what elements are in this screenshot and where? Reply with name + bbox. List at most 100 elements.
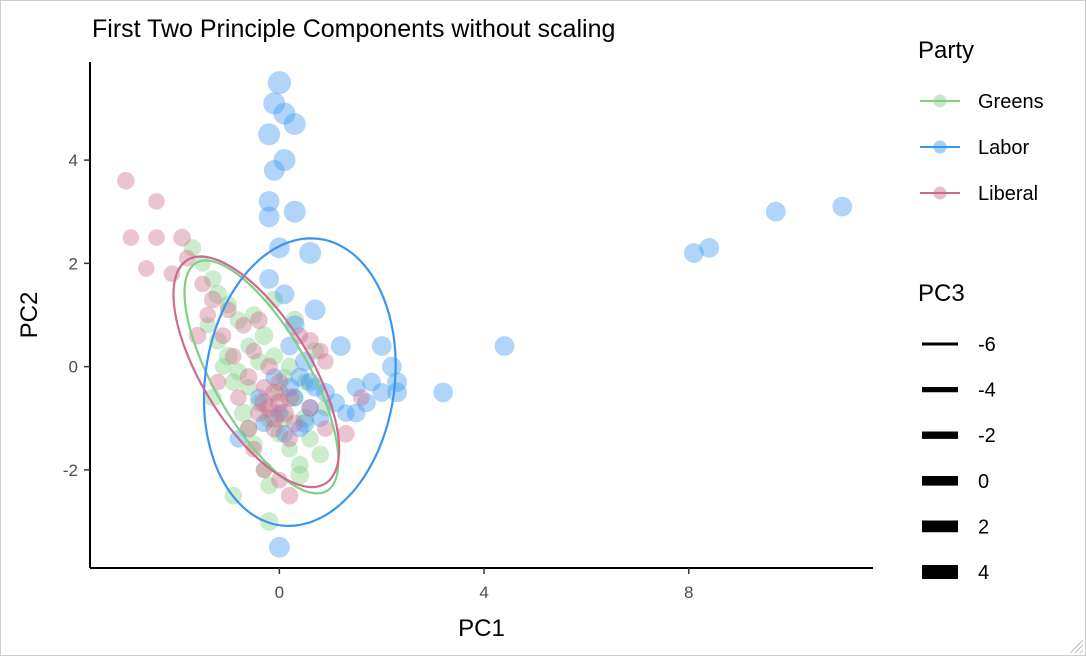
scatter-point-liberal [245, 342, 263, 360]
legend-item-label: Liberal [978, 183, 1038, 205]
scatter-point-liberal [235, 317, 252, 334]
scatter-point-greens [285, 388, 304, 407]
x-axis-ticks: 0 4 8 [275, 568, 693, 602]
legend-size-label: 0 [978, 471, 989, 493]
ellipse-greens [183, 259, 340, 495]
scatter-point-liberal [280, 486, 299, 505]
scatter-point-liberal [301, 399, 319, 417]
series-greens [183, 239, 334, 531]
scatter-point-labor [259, 269, 279, 289]
scatter-point-liberal [204, 290, 222, 309]
scatter-point-labor [372, 383, 392, 402]
scatter-point-greens [240, 379, 257, 396]
scatter-point-greens [290, 465, 310, 485]
scatter-point-greens [250, 352, 268, 371]
ellipse-layer [172, 237, 397, 528]
scatter-point-greens [276, 368, 293, 386]
scatter-point-labor [263, 160, 285, 181]
scatter-point-labor [263, 92, 286, 115]
legend-size-label: 4 [978, 562, 989, 584]
scatter-point-labor [291, 419, 309, 438]
ellipse-liberal [172, 255, 341, 489]
scatter-point-labor [275, 425, 294, 443]
scatter-point-labor [270, 404, 289, 422]
scatter-point-liberal [148, 193, 165, 210]
scatter-point-greens [204, 270, 222, 288]
scatter-point-liberal [239, 368, 258, 386]
scatter-point-greens [224, 373, 243, 391]
legend-item-greens: Greens [920, 91, 1044, 113]
scatter-point-greens [183, 239, 202, 257]
scatter-point-labor [285, 388, 304, 407]
scatter-point-liberal [148, 229, 165, 246]
legend-size-item: -6 [922, 334, 996, 356]
scatter-point-liberal [259, 398, 279, 418]
scatter-point-labor [305, 377, 325, 397]
scatter-point-greens [265, 290, 284, 309]
legend-size-item: -4 [922, 380, 996, 402]
scatter-point-greens [218, 346, 238, 366]
x-tick-label: 4 [479, 583, 488, 602]
scatter-point-labor [382, 356, 402, 377]
scatter-point-liberal [260, 357, 278, 376]
scatter-point-greens [270, 425, 289, 443]
series-liberal [117, 172, 370, 505]
scatter-point-greens [229, 311, 248, 330]
scatter-point-liberal [254, 393, 274, 413]
scatter-point-greens [260, 476, 278, 495]
scatter-point-liberal [265, 383, 284, 402]
legend-size-label: -2 [978, 425, 996, 447]
scatter-point-labor [258, 123, 281, 146]
scatter-point-labor [357, 393, 376, 413]
legend-pc3: PC3 -6 -4 -2 0 2 4 [918, 280, 996, 584]
scatter-point-labor [255, 414, 273, 433]
scatter-point-labor [346, 377, 366, 397]
scatter-point-liberal [270, 393, 289, 413]
scatter-point-labor [387, 372, 407, 392]
resize-grip-icon[interactable] [1066, 636, 1084, 654]
scatter-point-liberal [317, 353, 334, 370]
scatter-point-greens [280, 357, 299, 376]
scatter-point-liberal [301, 332, 319, 350]
scatter-point-labor [387, 382, 407, 403]
scatter-point-labor [299, 242, 322, 264]
scatter-point-liberal [264, 408, 284, 428]
scatter-point-greens [229, 363, 248, 381]
scatter-point-liberal [352, 389, 370, 406]
scatter-point-labor [494, 336, 515, 356]
scatter-point-greens [306, 342, 325, 360]
scatter-point-labor [258, 191, 280, 212]
scatter-point-liberal [214, 327, 232, 345]
x-tick-label: 0 [275, 583, 284, 602]
scatter-point-greens [239, 419, 258, 438]
scatter-point-labor [684, 243, 704, 263]
x-tick-label: 8 [684, 583, 693, 602]
scatter-point-liberal [280, 388, 299, 407]
scatter-point-labor [258, 206, 280, 228]
scatter-point-greens [254, 326, 274, 346]
scatter-point-greens [281, 440, 298, 458]
scatter-point-labor [433, 382, 453, 403]
scatter-point-liberal [250, 404, 268, 422]
scatter-point-labor [304, 299, 326, 321]
scatter-point-labor [283, 200, 306, 223]
legend-size-item: -2 [922, 425, 996, 447]
scatter-point-liberal [255, 379, 273, 396]
scatter-point-liberal [225, 348, 242, 365]
scatter-point-greens [245, 435, 263, 453]
scatter-point-liberal [194, 275, 211, 293]
scatter-point-labor [330, 336, 351, 356]
legend-item-label: Labor [978, 137, 1029, 159]
scatter-point-labor [699, 238, 720, 258]
legend-size-label: -4 [978, 380, 996, 402]
y-tick-label: 4 [69, 151, 78, 170]
legend-key-point [933, 94, 947, 108]
y-axis-ticks: -2 0 2 4 [63, 151, 90, 480]
scatter-point-liberal [138, 260, 155, 277]
scatter-point-liberal [317, 420, 334, 437]
scatter-point-greens [265, 347, 284, 366]
scatter-point-liberal [199, 306, 216, 324]
scatter-point-liberal [250, 311, 268, 330]
scatter-point-liberal [265, 419, 284, 438]
